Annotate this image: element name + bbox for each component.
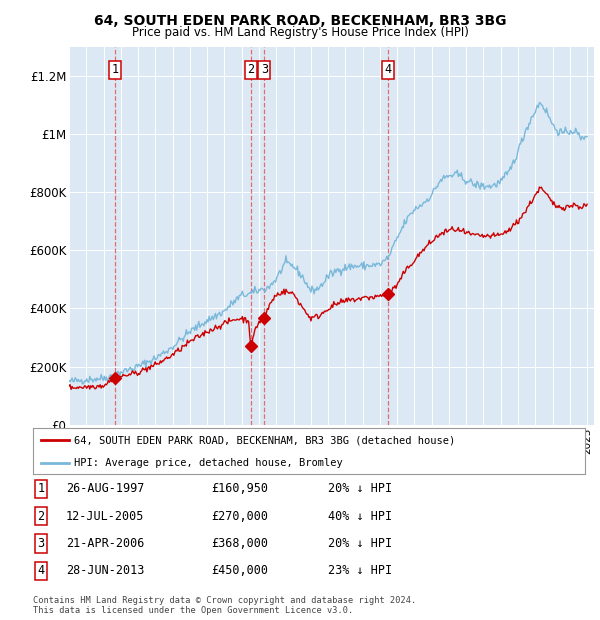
Text: HPI: Average price, detached house, Bromley: HPI: Average price, detached house, Brom… <box>74 458 343 467</box>
Text: 26-AUG-1997: 26-AUG-1997 <box>66 482 144 495</box>
Text: Price paid vs. HM Land Registry's House Price Index (HPI): Price paid vs. HM Land Registry's House … <box>131 26 469 39</box>
Text: 28-JUN-2013: 28-JUN-2013 <box>66 564 144 577</box>
Text: 40% ↓ HPI: 40% ↓ HPI <box>328 510 392 523</box>
Text: 4: 4 <box>37 564 44 577</box>
Text: 20% ↓ HPI: 20% ↓ HPI <box>328 537 392 550</box>
Text: £160,950: £160,950 <box>212 482 269 495</box>
Text: 20% ↓ HPI: 20% ↓ HPI <box>328 482 392 495</box>
Text: 64, SOUTH EDEN PARK ROAD, BECKENHAM, BR3 3BG: 64, SOUTH EDEN PARK ROAD, BECKENHAM, BR3… <box>94 14 506 29</box>
Text: £450,000: £450,000 <box>212 564 269 577</box>
Text: 3: 3 <box>37 537 44 550</box>
Text: 23% ↓ HPI: 23% ↓ HPI <box>328 564 392 577</box>
Text: 3: 3 <box>261 63 268 76</box>
Text: This data is licensed under the Open Government Licence v3.0.: This data is licensed under the Open Gov… <box>33 606 353 616</box>
Text: 2: 2 <box>37 510 44 523</box>
Text: 12-JUL-2005: 12-JUL-2005 <box>66 510 144 523</box>
Text: Contains HM Land Registry data © Crown copyright and database right 2024.: Contains HM Land Registry data © Crown c… <box>33 596 416 606</box>
Text: £368,000: £368,000 <box>212 537 269 550</box>
Text: 1: 1 <box>37 482 44 495</box>
Text: 64, SOUTH EDEN PARK ROAD, BECKENHAM, BR3 3BG (detached house): 64, SOUTH EDEN PARK ROAD, BECKENHAM, BR3… <box>74 435 455 445</box>
Text: 1: 1 <box>111 63 118 76</box>
Text: £270,000: £270,000 <box>212 510 269 523</box>
Text: 21-APR-2006: 21-APR-2006 <box>66 537 144 550</box>
Text: 4: 4 <box>385 63 392 76</box>
Text: 2: 2 <box>247 63 254 76</box>
